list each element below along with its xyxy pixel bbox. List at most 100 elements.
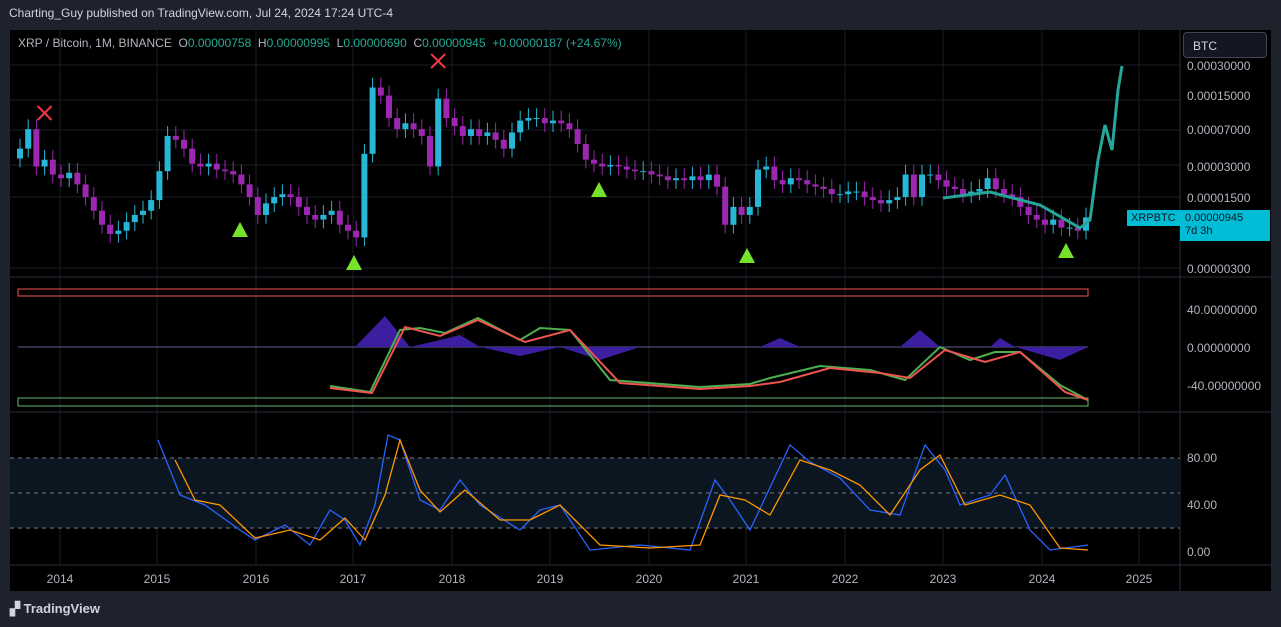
buy-signal-icon: [1058, 243, 1074, 258]
candle-body: [279, 194, 286, 198]
symbol-title: XRP / Bitcoin, 1M, BINANCE: [18, 36, 172, 50]
candle-body: [648, 171, 655, 175]
candle-body: [295, 197, 302, 207]
candle-body: [582, 143, 589, 160]
candle-body: [140, 210, 146, 215]
candle-body: [902, 174, 909, 198]
candle-body: [410, 123, 417, 130]
open-value: 0.00000758: [187, 36, 252, 50]
candle-body: [869, 197, 876, 201]
candle-body: [673, 178, 679, 181]
candle-body: [287, 194, 294, 198]
candle-body: [492, 132, 499, 140]
candle-body: [599, 163, 606, 167]
compare-series-line: [942, 65, 1124, 230]
candle-body: [254, 197, 261, 215]
candle-body: [960, 189, 966, 195]
candle-body: [722, 186, 729, 225]
buy-signal-icon: [739, 248, 755, 263]
candle-body: [164, 135, 171, 172]
candle-body: [1033, 214, 1040, 220]
candle-body: [263, 203, 269, 215]
candle-body: [484, 132, 491, 136]
time-tick: 2018: [438, 572, 466, 586]
time-tick: 2017: [339, 572, 367, 586]
candle-body: [1066, 227, 1073, 229]
time-tick: 2025: [1125, 572, 1153, 586]
candle-body: [878, 200, 884, 204]
candle-body: [246, 184, 253, 198]
candle-body: [714, 174, 720, 187]
candle-body: [353, 230, 360, 238]
tradingview-logo[interactable]: ▞ TradingView: [10, 601, 100, 616]
candle-body: [853, 191, 860, 193]
candle-body: [320, 214, 327, 220]
candle-body: [33, 129, 40, 167]
candle-body: [131, 214, 138, 223]
time-tick: 2015: [143, 572, 171, 586]
candle-body: [394, 118, 401, 130]
rsi-signal-line: [174, 437, 1089, 551]
candle-body: [517, 120, 524, 133]
candle-body: [533, 118, 540, 120]
candle-body: [82, 184, 89, 198]
candle-body: [181, 139, 187, 149]
open-label: O: [178, 36, 188, 50]
price-tick: 0.00007000: [1187, 123, 1251, 137]
candle-body: [476, 129, 483, 136]
candle-body: [361, 153, 368, 238]
high-label: H: [257, 36, 267, 50]
candle-body: [623, 166, 630, 170]
buy-signal-icon: [346, 255, 362, 270]
price-tick: 0.00000300: [1187, 262, 1251, 276]
candle-body: [213, 163, 220, 170]
footer-brand: TradingView: [23, 601, 100, 616]
candle-body: [787, 178, 794, 185]
candle-body: [189, 148, 196, 164]
candle-body: [107, 224, 114, 234]
symbol-legend: XRP / Bitcoin, 1M, BINANCE O0.00000758 H…: [18, 36, 622, 50]
rsi-tick: 0.00: [1187, 545, 1211, 559]
price-tick: 0.00030000: [1187, 59, 1251, 73]
candle-body: [205, 163, 212, 167]
candle-body: [459, 126, 466, 136]
price-tick: 0.00001500: [1187, 191, 1251, 205]
candle-body: [156, 171, 163, 201]
candle-body: [976, 189, 983, 192]
candle-body: [550, 120, 556, 124]
candle-body: [1001, 189, 1007, 195]
candle-body: [304, 206, 310, 215]
candle-body: [230, 171, 237, 175]
candle-body: [58, 174, 64, 179]
change-value: +0.00000187 (+24.67%): [492, 36, 622, 50]
candle-body: [1050, 219, 1057, 225]
candle-body: [1025, 206, 1032, 215]
candle-body: [845, 191, 852, 195]
candle-body: [746, 206, 753, 215]
currency-button[interactable]: BTC: [1183, 32, 1267, 58]
candle-body: [968, 191, 975, 195]
overbought-band: [17, 288, 1089, 297]
candle-body: [738, 206, 745, 215]
candle-body: [919, 174, 925, 198]
price-tick: 0.00015000: [1187, 89, 1251, 103]
candle-body: [935, 174, 942, 181]
osc-tick: 0.00000000: [1187, 341, 1251, 355]
symbol-price-tag: XRPBTC: [1127, 210, 1180, 226]
buy-signal-icon: [232, 222, 248, 237]
signal-line-slow: [329, 318, 1089, 401]
candle-body: [377, 87, 384, 96]
candle-body: [566, 123, 573, 130]
time-tick: 2016: [242, 572, 270, 586]
candle-body: [574, 129, 581, 144]
time-tick: 2020: [635, 572, 663, 586]
candle-body: [468, 129, 474, 136]
candle-body: [49, 159, 56, 175]
candle-body: [656, 174, 663, 177]
bar-countdown: 7d 3h: [1185, 225, 1213, 237]
candle-body: [271, 197, 278, 204]
time-tick: 2024: [1028, 572, 1056, 586]
candle-body: [689, 176, 696, 181]
candle-body: [984, 178, 991, 190]
